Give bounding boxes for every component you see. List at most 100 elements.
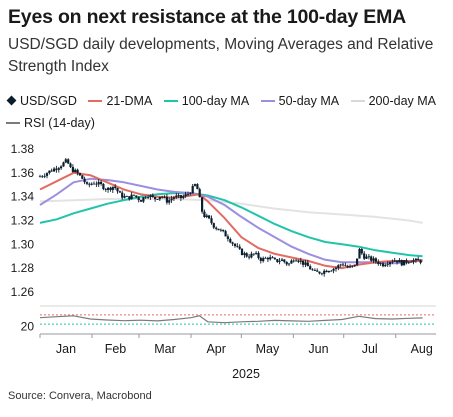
candle-body: [351, 265, 354, 267]
candle-body: [302, 260, 305, 265]
candle-body: [356, 258, 359, 265]
candle-body: [81, 175, 84, 179]
candle-body: [107, 187, 110, 190]
candle-body: [175, 195, 178, 198]
candle-body: [417, 258, 420, 261]
candle-body: [215, 227, 218, 229]
chart-title: Eyes on next resistance at the 100-day E…: [8, 6, 407, 28]
chart-legend: USD/SGD 21-DMA 100-day MA 50-day MA 200-…: [6, 90, 451, 134]
candle-body: [102, 184, 105, 190]
candle-body: [60, 166, 63, 169]
candle-body: [38, 176, 42, 178]
candle-body: [205, 215, 208, 217]
legend-item-50ma[interactable]: 50-day MA: [260, 90, 340, 112]
candle-body: [109, 187, 112, 190]
candle-body: [264, 257, 267, 259]
y-tick-label: 1.30: [11, 237, 35, 251]
candle-body: [374, 258, 377, 262]
candle-body: [50, 170, 53, 172]
candle-body: [198, 189, 201, 198]
candle-body: [245, 253, 248, 257]
candle-body: [222, 229, 225, 232]
candle-body: [266, 257, 269, 260]
candle-body: [233, 243, 237, 246]
candle-body: [410, 261, 413, 263]
x-tick-label: Aug: [411, 342, 433, 356]
y-tick-label: 1.28: [11, 261, 35, 275]
candle-body: [41, 176, 44, 178]
y-axis: 1.38 1.36 1.34 1.32 1.30 1.28 1.26: [11, 142, 35, 299]
candle-body: [226, 236, 229, 239]
candle-body: [297, 260, 300, 262]
candle-body: [398, 260, 401, 263]
candle-body: [67, 159, 70, 164]
candle-body: [273, 258, 276, 260]
candle-body: [144, 197, 147, 199]
candle-body: [71, 167, 74, 172]
candle-body: [280, 259, 284, 261]
candle-body: [137, 197, 140, 201]
legend-item-rsi[interactable]: RSI (14-day): [6, 112, 95, 134]
candle-body: [97, 181, 100, 185]
legend-item-100ma[interactable]: 100-day MA: [163, 90, 250, 112]
candle-body: [219, 229, 222, 231]
candle-body: [292, 260, 295, 262]
candle-body: [163, 196, 166, 198]
candle-body: [229, 239, 232, 243]
candle-body: [123, 196, 126, 198]
series-line-21-dma: [39, 171, 423, 270]
candle-body: [156, 199, 159, 200]
candle-body: [384, 265, 387, 267]
candle-body: [248, 256, 251, 258]
candle-body: [405, 260, 408, 263]
y-tick-label: 1.32: [11, 214, 35, 228]
legend-item-21dma[interactable]: 21-DMA: [88, 90, 152, 112]
candle-body: [243, 253, 246, 255]
y-tick-label: 1.36: [11, 166, 35, 180]
candle-body: [379, 263, 382, 265]
candle-body: [76, 169, 79, 173]
series-layer: [38, 158, 423, 277]
legend-item-200ma[interactable]: 200-day MA: [350, 90, 436, 112]
candle-body: [339, 264, 342, 266]
x-tick-label: Feb: [105, 342, 127, 356]
legend-label-usdsgd: USD/SGD: [20, 94, 77, 108]
candle-body: [43, 175, 46, 177]
candle-body: [330, 270, 333, 272]
y-tick-label: 1.26: [11, 285, 35, 299]
candle-body: [88, 183, 91, 185]
candle-body: [250, 253, 253, 258]
candle-body: [283, 259, 286, 262]
chart-area: 1.38 1.36 1.34 1.32 1.30 1.28 1.26 20 Jan Feb Ma…: [11, 142, 436, 381]
series-line-rsi-14-day: [39, 315, 423, 324]
legend-item-usdsgd[interactable]: USD/SGD: [6, 90, 77, 112]
candle-body: [363, 253, 366, 259]
candle-body: [55, 168, 58, 170]
candle-body: [377, 261, 380, 264]
x-tick-label: Jan: [56, 342, 76, 356]
candle-body: [165, 196, 168, 203]
candle-body: [391, 261, 394, 263]
rsi-panel: 20: [21, 305, 436, 333]
candle-body: [278, 260, 281, 262]
candle-body: [83, 178, 86, 183]
candle-body: [407, 261, 410, 263]
candle-body: [147, 197, 150, 198]
candle-body: [177, 195, 180, 196]
legend-label-50ma: 50-day MA: [278, 94, 340, 108]
candle-body: [114, 186, 117, 188]
candle-body: [306, 262, 309, 267]
series-line-200-day-ma: [39, 198, 423, 224]
candle-body: [118, 191, 121, 193]
candle-body: [74, 169, 77, 172]
candle-body: [419, 260, 422, 263]
legend-label-100ma: 100-day MA: [181, 94, 250, 108]
candle-body: [236, 245, 239, 247]
candle-body: [142, 197, 145, 202]
x-tick-label: Jul: [362, 342, 378, 356]
candle-body: [161, 196, 164, 198]
candle-body: [139, 200, 143, 202]
candle-body: [85, 182, 89, 184]
candle-body: [271, 257, 274, 259]
candle-body: [367, 256, 370, 258]
